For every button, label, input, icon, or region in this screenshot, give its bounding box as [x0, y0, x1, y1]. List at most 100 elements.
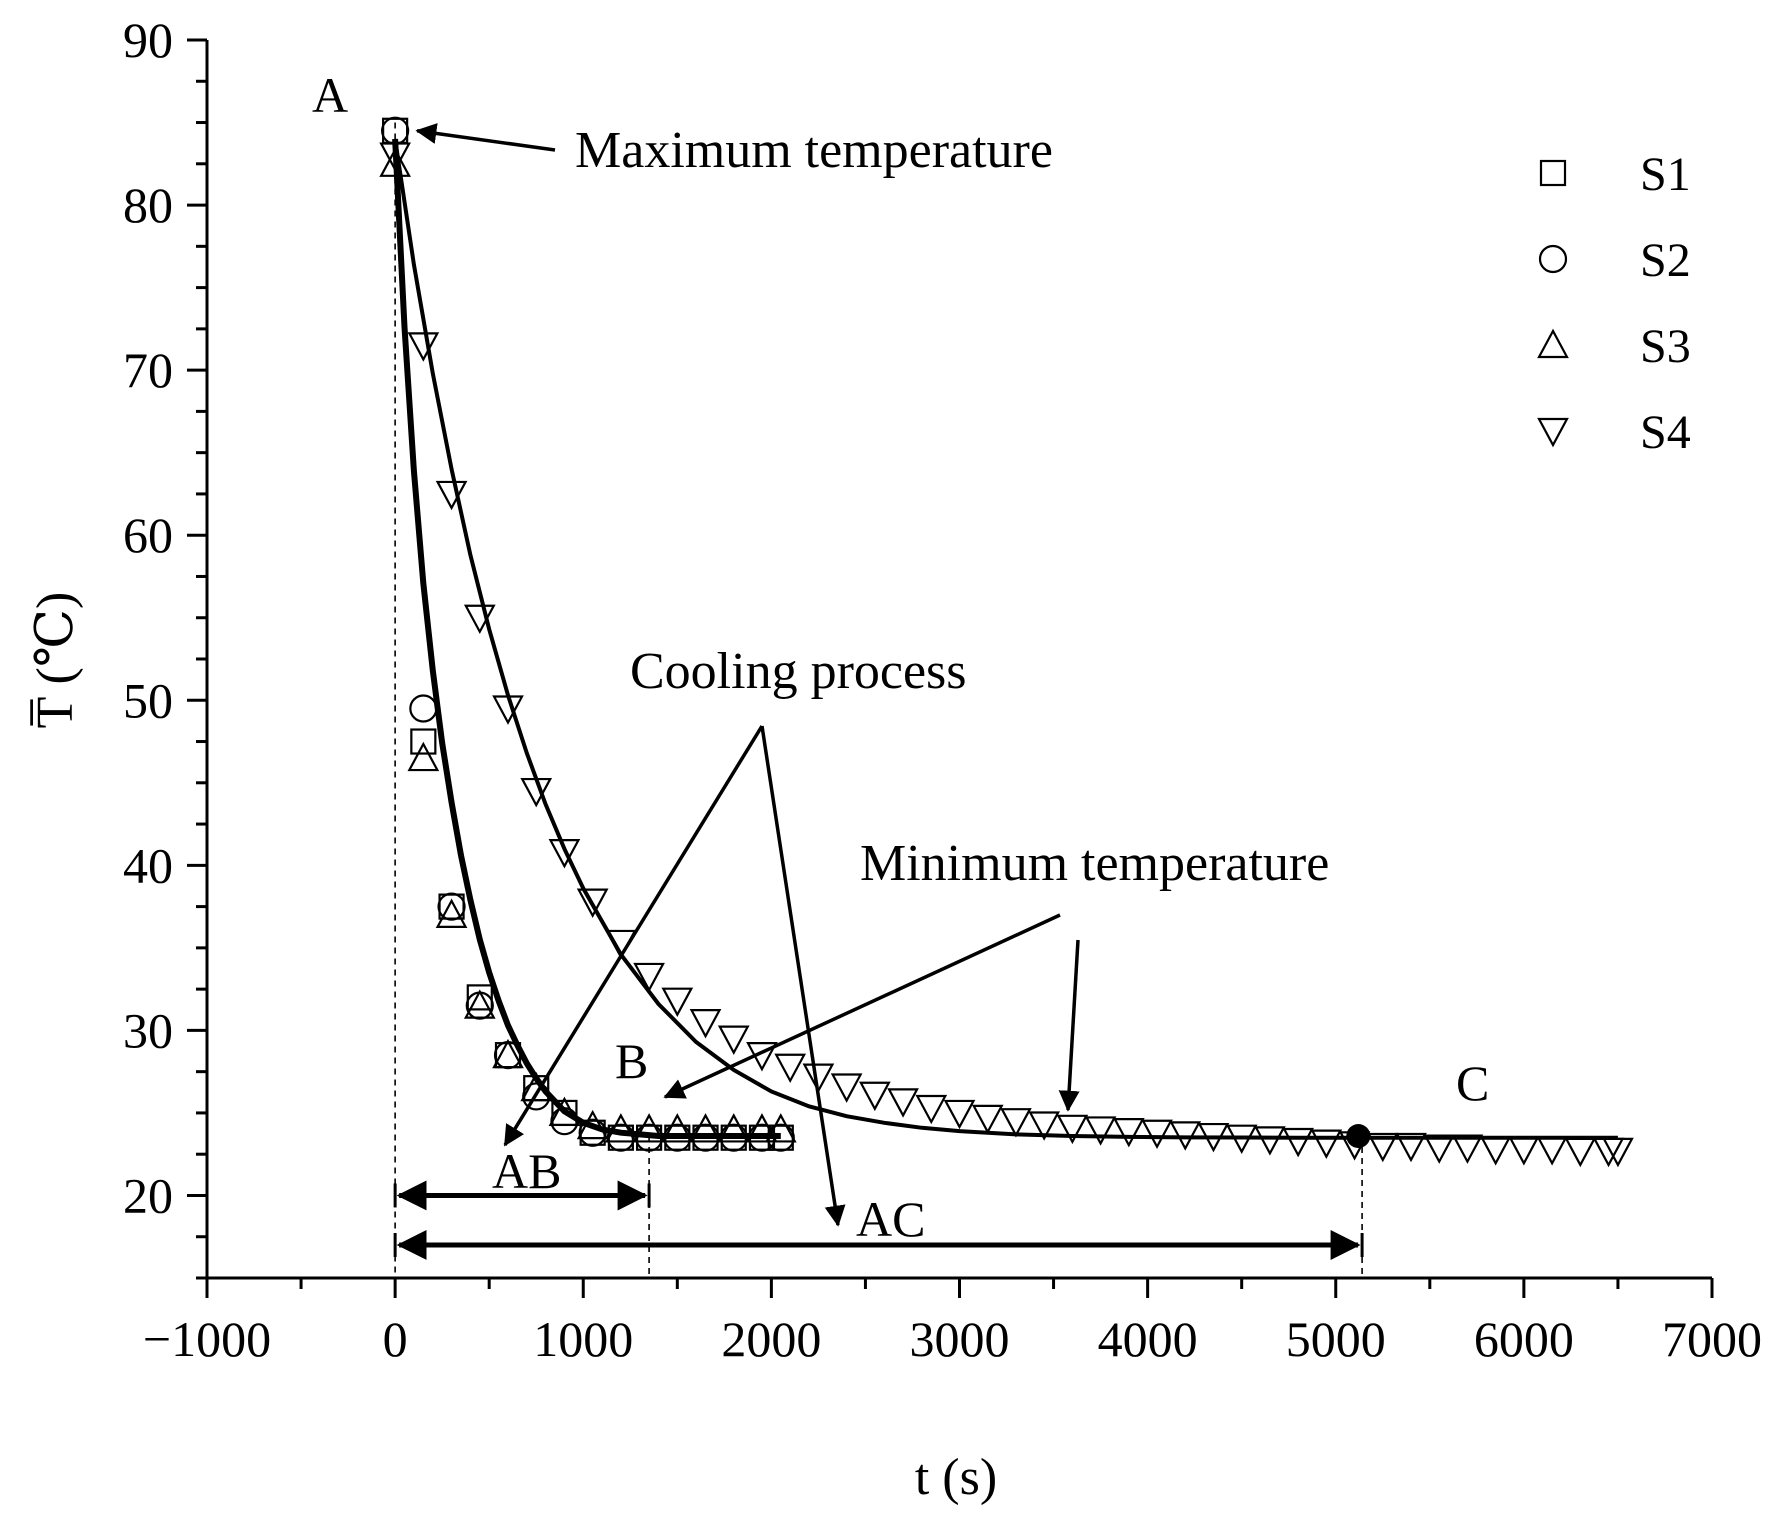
cooling-arrow-ab	[503, 725, 764, 1147]
marker-triangle-down	[859, 1081, 891, 1112]
marker-triangle-up	[605, 1113, 637, 1143]
marker-triangle-down	[1310, 1129, 1343, 1159]
marker-triangle-down	[1508, 1136, 1540, 1166]
marker-triangle-down	[1537, 417, 1569, 448]
marker-triangle-up	[379, 147, 411, 177]
marker-triangle-up	[717, 1113, 750, 1143]
cooling-arrow-ac	[760, 725, 846, 1227]
marker-square	[1539, 159, 1567, 187]
marker-triangle-up	[764, 1113, 797, 1143]
fit-curves	[392, 138, 1618, 1140]
legend: S1 S2 S3 S4	[1537, 148, 1691, 459]
y-tick-label: 30	[123, 1002, 173, 1058]
x-tick-label: 0	[383, 1311, 408, 1367]
marker-triangle-up	[435, 898, 468, 928]
marker-triangle-up	[1537, 328, 1569, 359]
marker-triangle-down	[1536, 1136, 1568, 1166]
marker-triangle-down	[774, 1053, 807, 1084]
marker-triangle-up	[661, 1113, 694, 1143]
marker-triangle-up	[492, 1038, 524, 1069]
marker-triangle-down	[407, 332, 440, 362]
y-tick-label: 80	[123, 177, 173, 233]
marker-triangle-down	[802, 1063, 835, 1093]
legend-label-s1: S1	[1640, 148, 1691, 201]
marker-triangle-down	[379, 142, 411, 172]
marker-triangle-down	[661, 987, 694, 1018]
marker-triangle-up	[407, 741, 440, 772]
marker-triangle-down	[435, 480, 468, 511]
annotations	[415, 123, 1080, 1227]
marker-triangle-up	[689, 1113, 722, 1143]
marker-circle	[437, 892, 466, 921]
axes: −1000 0 1000 2000 3000 4000 5000 6000 7000 20 30 40…	[123, 12, 1762, 1367]
maximum-temperature-label: Maximum temperature	[575, 122, 1053, 179]
marker-triangle-down	[1366, 1132, 1399, 1163]
marker-triangle-down	[576, 888, 609, 918]
marker-triangle-up	[463, 989, 496, 1019]
marker-triangle-down	[1056, 1114, 1089, 1145]
y-axis-title: T̅ (℃)	[27, 592, 84, 729]
marker-triangle-down	[1169, 1121, 1202, 1151]
cooling-process-label: Cooling process	[630, 643, 967, 700]
marker-triangle-down	[520, 777, 553, 808]
y-tick-label: 60	[123, 507, 173, 563]
marker-triangle-down	[1479, 1136, 1512, 1166]
fit-curve-fast	[392, 138, 781, 1139]
legend-label-s3: S3	[1640, 320, 1691, 373]
marker-square	[466, 984, 493, 1011]
marker-triangle-down	[1564, 1137, 1597, 1168]
marker-triangle-down	[943, 1099, 976, 1130]
marker-triangle-down	[689, 1009, 722, 1039]
marker-triangle-down	[1254, 1126, 1286, 1156]
x-tick-label: 4000	[1098, 1311, 1198, 1367]
x-tick-label: 2000	[721, 1311, 821, 1367]
marker-triangle-down	[1112, 1117, 1145, 1148]
marker-triangle-down	[971, 1104, 1004, 1135]
marker-triangle-down	[1451, 1134, 1484, 1164]
y-tick-label: 70	[123, 342, 173, 398]
marker-triangle-up	[576, 1109, 609, 1140]
y-tick-label: 20	[123, 1167, 173, 1223]
marker-triangle-down	[887, 1088, 919, 1118]
marker-triangle-down	[830, 1073, 863, 1103]
max-temp-arrow	[415, 123, 556, 152]
marker-triangle-down	[1602, 1137, 1634, 1168]
marker-square	[410, 728, 437, 755]
min-temp-arrow-b	[663, 913, 1061, 1099]
fit-curve-slow	[393, 138, 1618, 1140]
marker-triangle-down	[1423, 1134, 1456, 1164]
marker-triangle-down	[1000, 1108, 1032, 1138]
marker-triangle-down	[1282, 1127, 1314, 1158]
y-tick-label: 50	[123, 672, 173, 728]
marker-triangle-down	[1084, 1116, 1117, 1146]
marker-triangle-down	[1395, 1132, 1427, 1163]
point-c-dot	[1346, 1124, 1371, 1149]
interval-ac-label: AC	[856, 1191, 925, 1247]
marker-triangle-down	[548, 839, 581, 869]
marker-triangle-down	[1141, 1119, 1173, 1150]
point-b-label: B	[615, 1033, 648, 1089]
data-markers	[379, 116, 1634, 1168]
marker-circle	[409, 694, 438, 723]
marker-triangle-down	[463, 604, 496, 635]
legend-label-s4: S4	[1640, 406, 1691, 459]
point-c-label: C	[1456, 1055, 1489, 1111]
min-temp-arrow-c	[1058, 939, 1080, 1112]
marker-triangle-up	[520, 1071, 553, 1102]
marker-triangle-down	[915, 1094, 948, 1125]
marker-triangle-down	[717, 1025, 750, 1055]
x-tick-label: 5000	[1286, 1311, 1386, 1367]
x-tick-label: 1000	[533, 1311, 633, 1367]
point-a-label: A	[312, 67, 348, 123]
legend-label-s2: S2	[1640, 234, 1691, 287]
y-tick-label: 90	[123, 12, 173, 68]
marker-triangle-up	[548, 1096, 581, 1127]
interval-brackets	[393, 122, 1364, 1278]
marker-triangle-down	[492, 695, 524, 725]
marker-triangle-down	[633, 962, 665, 993]
marker-circle	[1538, 244, 1568, 274]
marker-triangle-down	[1028, 1111, 1060, 1141]
marker-triangle-down	[1197, 1122, 1230, 1153]
